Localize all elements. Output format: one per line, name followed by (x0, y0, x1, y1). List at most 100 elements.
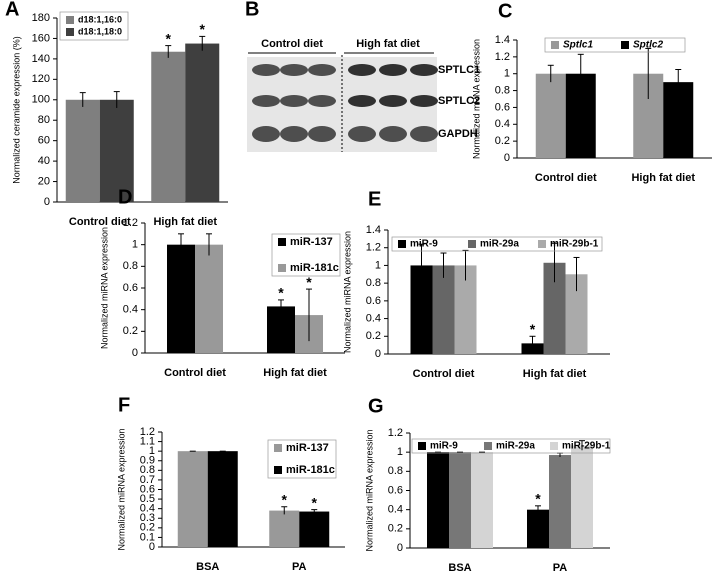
x-tick-label: Control diet (69, 216, 131, 228)
y-tick-label: 0.2 (366, 330, 381, 342)
error-bar (577, 53, 584, 94)
y-tick-label: 1 (504, 68, 510, 80)
legend-swatch (274, 444, 282, 452)
significance: * (306, 274, 312, 290)
y-tick-label: 1 (375, 259, 381, 271)
y-tick-label: 0.5 (140, 493, 155, 505)
y-tick-label: 120 (32, 73, 50, 85)
error-bar (529, 335, 536, 351)
legend-swatch (468, 240, 476, 248)
band (348, 126, 376, 142)
y-tick-label: 60 (38, 135, 50, 147)
bar (565, 274, 588, 354)
y-tick-label: 0 (132, 347, 138, 359)
legend-swatch (66, 16, 74, 24)
bar (663, 82, 694, 158)
y-axis-label: Normalized ceramide expression (%) (11, 36, 21, 184)
y-tick-label: 1.2 (140, 426, 155, 438)
bar (535, 73, 566, 158)
y-tick-label: 0.6 (388, 484, 403, 496)
bar (99, 99, 134, 202)
error-bar (675, 69, 682, 95)
legend-swatch (66, 28, 74, 36)
legend-swatch (484, 442, 492, 450)
panel-letter: G (368, 395, 384, 417)
panel-letter: D (118, 186, 132, 208)
bar (449, 452, 471, 548)
error-bar (547, 64, 554, 83)
y-axis-label: Normalized mRNA expression (471, 39, 481, 159)
band (308, 95, 336, 107)
legend-label: miR-29b-1 (562, 441, 611, 452)
bar (427, 452, 449, 548)
x-tick-label: Control diet (164, 367, 226, 379)
band (280, 64, 308, 76)
legend-swatch (398, 240, 406, 248)
band (308, 64, 336, 76)
x-tick-label: High fat diet (523, 368, 587, 380)
error-bar (281, 506, 288, 515)
legend-box (411, 438, 611, 454)
y-tick-label: 0.6 (123, 282, 138, 294)
y-tick-label: 20 (38, 175, 50, 187)
error-bar (440, 252, 447, 278)
band (410, 126, 438, 142)
panel-letter: E (368, 188, 381, 210)
y-tick-label: 0.6 (366, 295, 381, 307)
y-tick-label: 0 (504, 152, 510, 164)
y-tick-label: 160 (32, 32, 50, 44)
error-bar (462, 249, 469, 281)
band (252, 64, 280, 76)
y-tick-label: 0 (397, 542, 403, 554)
band (410, 64, 438, 76)
legend-label: d18:1,18:0 (78, 26, 122, 36)
significance: * (166, 30, 172, 46)
legend: Sptlc1 Sptlc2 (544, 37, 686, 53)
bar (410, 265, 433, 354)
legend-box (267, 439, 337, 479)
y-tick-label: 180 (32, 12, 50, 24)
significance: * (282, 491, 288, 507)
legend-label: miR-29a (496, 441, 535, 452)
legend: miR-137 miR-181c (267, 439, 337, 479)
significance: * (312, 494, 318, 510)
band (252, 126, 280, 142)
y-tick-label: 0.2 (495, 135, 510, 147)
legend-label: Sptlc1 (563, 40, 593, 51)
panel-letter: A (5, 0, 19, 20)
band (379, 95, 407, 107)
y-tick-label: 1.2 (495, 51, 510, 63)
y-tick-label: 0.4 (388, 504, 403, 516)
bar (65, 99, 100, 202)
band (280, 126, 308, 142)
legend-label: miR-137 (290, 236, 333, 248)
band-label: SPTLC1 (438, 64, 480, 76)
significance: * (530, 321, 536, 337)
y-tick-label: 0 (375, 348, 381, 360)
legend-label: miR-9 (430, 441, 458, 452)
y-tick-label: 1.2 (366, 242, 381, 254)
y-tick-label: 0.4 (123, 304, 138, 316)
legend-swatch (538, 240, 546, 248)
bar (527, 509, 549, 548)
bar (432, 265, 455, 354)
legend: d18:1,16:0 d18:1,18:0 (59, 11, 129, 41)
error-bar (278, 299, 284, 313)
error-bar (573, 256, 580, 292)
group-label: High fat diet (356, 38, 420, 50)
y-tick-label: 1.1 (140, 435, 155, 447)
legend-box (59, 11, 129, 41)
x-tick-label: BSA (196, 561, 219, 573)
y-tick-label: 0.8 (140, 464, 155, 476)
y-tick-label: 1.4 (495, 34, 510, 46)
error-bar (79, 92, 86, 107)
band (308, 126, 336, 142)
bar (269, 510, 300, 547)
x-tick-label: High fat diet (631, 172, 695, 184)
error-bar (306, 288, 312, 342)
y-tick-label: 0.8 (495, 84, 510, 96)
band-label: GAPDH (438, 128, 478, 140)
band (280, 95, 308, 107)
legend-box (391, 236, 603, 252)
